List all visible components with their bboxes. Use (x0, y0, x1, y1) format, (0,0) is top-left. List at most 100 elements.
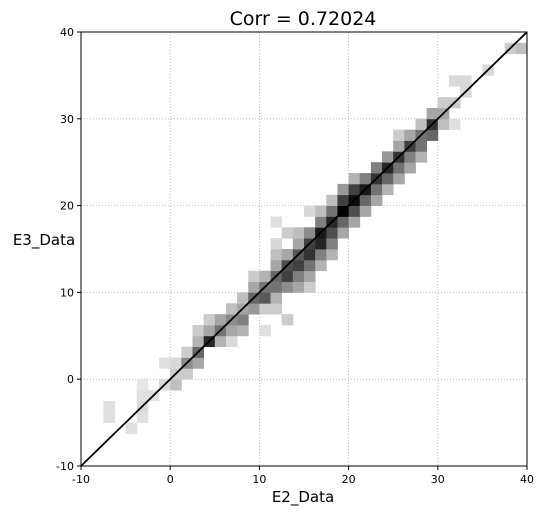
heatmap-cell (281, 227, 294, 239)
heatmap-cell (326, 249, 338, 261)
heatmap-cell (170, 379, 182, 391)
y-tick-label: 20 (60, 200, 74, 213)
heatmap-cell (214, 314, 227, 326)
heatmap-cell (292, 281, 305, 293)
heatmap-cell (159, 357, 171, 369)
heatmap-cell (192, 324, 205, 337)
heatmap-cell (259, 324, 271, 337)
heatmap-cell (136, 390, 149, 402)
heatmap-cell (315, 249, 327, 261)
heatmap-cell (214, 335, 227, 348)
x-axis-label: E2_Data (272, 488, 334, 507)
heatmap-cell (304, 281, 316, 293)
heatmap-cell (448, 75, 461, 87)
heatmap-cell (359, 194, 372, 206)
heatmap-cell (448, 118, 461, 131)
heatmap-cell (103, 400, 115, 413)
heatmap-cell (415, 118, 428, 131)
heatmap-cell (192, 357, 205, 369)
heatmap-cell (304, 205, 316, 217)
x-tick-label: 20 (342, 473, 356, 486)
heatmap-cell (460, 75, 472, 87)
heatmap-cell (292, 259, 305, 272)
heatmap-cell (315, 205, 327, 217)
heatmap-cell (515, 42, 528, 55)
heatmap-cell (292, 238, 305, 250)
heatmap-cell (382, 173, 394, 185)
heatmap-cell (270, 281, 283, 293)
heatmap-cell (326, 227, 338, 239)
reference-line-group (80, 31, 528, 467)
heatmap-cell (304, 249, 316, 261)
heatmap-cell (281, 314, 294, 326)
heatmap-cell (337, 183, 349, 196)
heatmap-cell (437, 97, 450, 109)
heatmap-cell (426, 107, 439, 120)
heatmap-cell (281, 249, 294, 261)
heatmap-cell (225, 303, 238, 315)
heatmap-cell (348, 216, 361, 228)
heatmap-cell (348, 173, 361, 185)
heatmap-cell (326, 194, 338, 206)
heatmap-cell (370, 183, 383, 196)
axis-ticks: -10 0 10 20 30 40 -10 0 10 20 30 40 (56, 26, 534, 486)
heatmap-cell (270, 249, 283, 261)
heatmap-cell (270, 292, 283, 304)
x-tick-label: 30 (431, 473, 445, 486)
heatmap-cell (315, 238, 327, 250)
heatmap-cell (203, 324, 216, 337)
heatmap-cell (248, 281, 260, 293)
x-tick-label: 40 (520, 473, 534, 486)
heatmap-cell (292, 270, 305, 282)
heatmap-cell (136, 411, 149, 423)
heatmap-cell (426, 129, 439, 141)
y-axis-label: E3_Data (13, 231, 75, 250)
plot-frame (80, 31, 528, 467)
heatmap-cell (382, 183, 394, 196)
heatmap-cell (337, 216, 349, 228)
y-tick-label: -10 (56, 460, 74, 473)
heatmap-cell (259, 303, 271, 315)
heatmap-cell (348, 183, 361, 196)
heatmap-cell (203, 314, 216, 326)
heatmap-cell (404, 162, 416, 174)
heatmap-cell (359, 205, 372, 217)
y-tick-label: 10 (60, 286, 74, 299)
heatmap-cell (125, 422, 138, 434)
heatmap-cell (270, 238, 283, 250)
heatmap-cell (393, 173, 405, 185)
heatmap-cell (382, 151, 394, 163)
heatmap-cell (304, 270, 316, 282)
heatmap-cell (270, 303, 283, 315)
heatmap-cell (237, 324, 249, 337)
heatmap-cell (225, 335, 238, 348)
heatmap-cell (337, 227, 349, 239)
heatmap-cell (103, 411, 115, 423)
heatmap-cell (393, 129, 405, 141)
x-tick-label: 0 (167, 473, 174, 486)
heatmap-cell (404, 151, 416, 163)
heatmap-cell (136, 379, 149, 391)
heatmap-cell (281, 270, 294, 282)
heatmap-cell (304, 259, 316, 272)
y-tick-label: 30 (60, 113, 74, 126)
heatmap-cell (437, 118, 450, 131)
heatmap-cell (326, 238, 338, 250)
heatmap-cell (393, 162, 405, 174)
heatmap-cell (348, 205, 361, 217)
heatmap-cell (292, 227, 305, 239)
x-tick-label: 10 (252, 473, 266, 486)
heatmap-cell (270, 259, 283, 272)
heatmap-cell (270, 216, 283, 228)
heatmap-cell (326, 205, 338, 217)
heatmap-cell (359, 173, 372, 185)
heatmap-cell (170, 357, 182, 369)
heatmap-cell (315, 259, 327, 272)
heatmap-cell (337, 194, 349, 206)
heatmap-cell (181, 346, 193, 358)
heatmap-cell (181, 368, 193, 380)
heatmap-cell (225, 324, 238, 337)
heatmap-cell (248, 270, 260, 282)
heatmap-cell (404, 129, 416, 141)
